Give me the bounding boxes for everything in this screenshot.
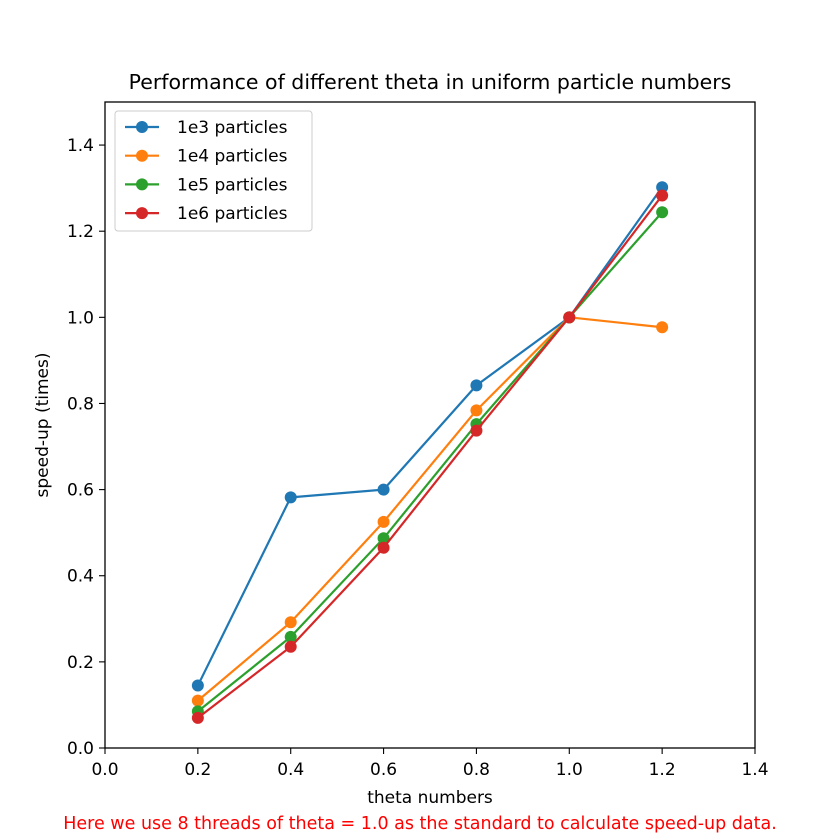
- x-tick-label: 0.2: [184, 760, 211, 780]
- data-point: [377, 532, 390, 545]
- legend-label: 1e5 particles: [177, 175, 288, 195]
- y-tick-label: 0.4: [67, 567, 94, 587]
- legend-entry: 1e6 particles: [125, 204, 288, 224]
- data-point: [656, 206, 669, 219]
- x-tick-label: 1.0: [556, 760, 583, 780]
- legend-swatch-marker: [136, 207, 148, 220]
- legend-entry: 1e3 particles: [125, 118, 288, 138]
- x-axis-title: theta numbers: [367, 788, 493, 808]
- y-tick-label: 0.0: [67, 739, 94, 759]
- y-tick-label: 0.6: [67, 481, 94, 501]
- series-line: [197, 211, 663, 713]
- y-tick-label: 0.2: [67, 653, 94, 673]
- data-point: [377, 515, 390, 528]
- series-line: [197, 194, 664, 719]
- data-point: [191, 694, 204, 707]
- data-point: [470, 379, 483, 392]
- y-tick-label: 1.2: [67, 222, 94, 242]
- legend-swatch-marker: [136, 178, 148, 191]
- x-tick-label: 0.0: [91, 760, 118, 780]
- data-point: [284, 491, 297, 504]
- x-tick-label: 0.4: [277, 760, 304, 780]
- data-point: [191, 679, 204, 692]
- legend-swatch-marker: [136, 149, 148, 162]
- data-point: [284, 640, 297, 653]
- series-lines: [191, 181, 669, 724]
- y-tick-label: 0.8: [67, 394, 94, 414]
- chart-title: Performance of different theta in unifor…: [129, 70, 732, 94]
- legend-label: 1e4 particles: [177, 147, 288, 167]
- data-point: [656, 189, 669, 202]
- legend-label: 1e6 particles: [177, 204, 288, 224]
- data-point: [470, 404, 483, 417]
- data-point: [284, 616, 297, 629]
- legend-label: 1e3 particles: [177, 118, 288, 138]
- series-4: [191, 189, 669, 724]
- data-point: [191, 711, 204, 724]
- plot-frame: [104, 101, 756, 749]
- series-line: [197, 316, 663, 702]
- data-point: [377, 483, 390, 496]
- y-tick-label: 1.4: [67, 136, 94, 156]
- legend-swatch-marker: [136, 121, 148, 133]
- data-point: [470, 424, 483, 437]
- legend-entry: 1e5 particles: [125, 175, 288, 195]
- y-tick-label: 1.0: [67, 308, 94, 328]
- data-point: [656, 321, 669, 334]
- data-point: [377, 541, 390, 554]
- axes-ticks: 0.0 0.2 0.4 0.6 0.8 1.0 1.2 1.4 0.0 0.2 0.4 0.6 0.8 1…: [67, 136, 769, 780]
- legend: 1e3 particles 1e4 particles 1e5 particles 1…: [114, 110, 313, 232]
- y-axis-title: speed-up (times): [33, 353, 53, 498]
- legend-box: [114, 110, 313, 232]
- x-tick-label: 0.8: [463, 760, 490, 780]
- data-point: [284, 630, 297, 643]
- footnote-annotation: Here we use 8 threads of theta = 1.0 as …: [63, 814, 777, 834]
- x-tick-label: 0.6: [370, 760, 397, 780]
- x-tick-label: 1.4: [741, 760, 768, 780]
- x-tick-label: 1.2: [649, 760, 676, 780]
- data-point: [563, 311, 576, 324]
- legend-entry: 1e4 particles: [125, 147, 288, 167]
